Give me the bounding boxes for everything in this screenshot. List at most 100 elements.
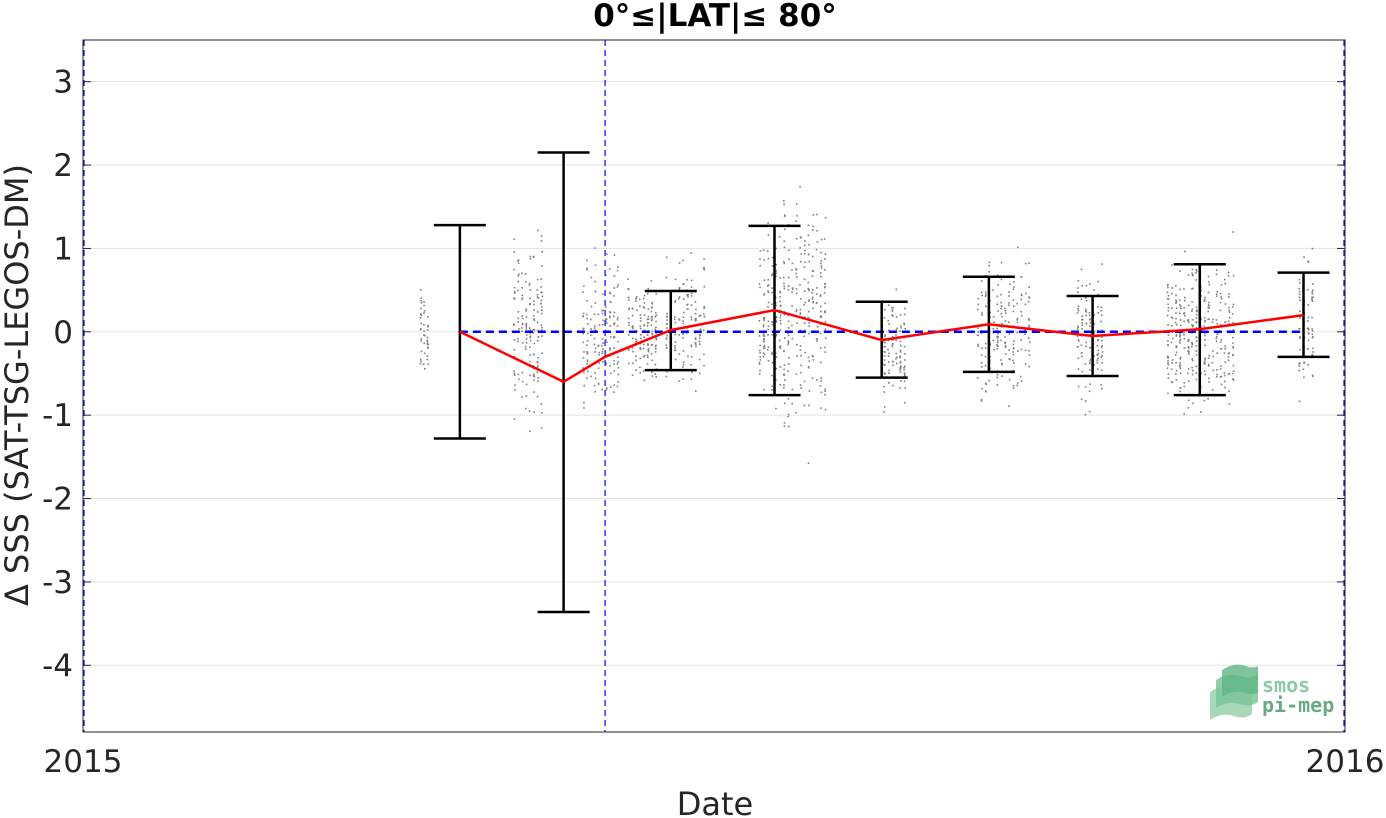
scatter-point <box>1207 318 1209 321</box>
scatter-point <box>609 347 611 349</box>
scatter-point <box>1191 272 1193 275</box>
scatter-point <box>1167 309 1170 312</box>
scatter-point <box>771 303 773 306</box>
scatter-point <box>702 329 705 331</box>
scatter-point <box>787 276 790 279</box>
scatter-point <box>1175 334 1178 336</box>
scatter-point <box>647 321 649 324</box>
scatter-point <box>996 384 999 386</box>
scatter-point <box>1203 325 1206 328</box>
scatter-point <box>674 299 677 302</box>
scatter-point <box>795 203 798 205</box>
scatter-point <box>695 338 697 341</box>
scatter-point <box>816 241 819 243</box>
scatter-point <box>1227 356 1230 358</box>
scatter-point <box>1020 276 1023 278</box>
scatter-point <box>791 324 793 327</box>
scatter-point <box>1100 306 1103 309</box>
scatter-point <box>812 301 814 303</box>
scatter-point <box>533 309 535 311</box>
scatter-point <box>682 283 685 285</box>
scatter-point <box>759 250 762 252</box>
scatter-point <box>1215 319 1218 321</box>
scatter-point <box>613 363 615 365</box>
scatter-point <box>521 327 523 329</box>
scatter-point <box>640 337 642 340</box>
grid-lines <box>83 81 1345 666</box>
scatter-point <box>1307 304 1309 306</box>
scatter-point <box>1231 313 1234 315</box>
scatter-point <box>514 389 516 391</box>
scatter-point <box>815 293 818 295</box>
scatter-point <box>824 253 827 255</box>
scatter-point <box>517 289 519 292</box>
scatter-point <box>594 290 597 293</box>
scatter-point <box>771 265 774 267</box>
scatter-point <box>981 294 983 297</box>
scatter-point <box>529 332 532 335</box>
scatter-point <box>1085 310 1087 312</box>
scatter-point <box>1027 318 1030 320</box>
scatter-point <box>678 288 681 290</box>
scatter-point <box>423 324 425 326</box>
scatter-point <box>783 228 786 230</box>
scatter-point <box>590 318 592 321</box>
scatter-point <box>536 329 539 332</box>
scatter-point <box>1013 340 1015 342</box>
scatter-point <box>1195 326 1198 329</box>
scatter-point <box>586 267 588 270</box>
scatter-point <box>586 259 588 262</box>
scatter-point <box>1232 274 1235 277</box>
scatter-point <box>1191 308 1194 311</box>
scatter-point <box>1077 280 1080 282</box>
scatter-point <box>808 243 810 246</box>
scatter-point <box>594 264 597 266</box>
scatter-point <box>1005 312 1007 314</box>
scatter-point <box>1208 318 1210 320</box>
scatter-point <box>1220 347 1223 350</box>
scatter-point <box>1077 328 1079 330</box>
scatter-point <box>602 348 604 350</box>
scatter-point <box>608 311 611 313</box>
scatter-point <box>758 361 761 364</box>
scatter-point <box>1203 399 1206 402</box>
scatter-point <box>808 332 810 335</box>
scatter-point <box>532 332 535 334</box>
scatter-point <box>791 291 793 293</box>
scatter-point <box>996 303 999 306</box>
scatter-point <box>423 301 425 303</box>
scatter-point <box>759 344 761 347</box>
scatter-point <box>586 269 588 271</box>
scatter-point <box>1228 306 1230 309</box>
scatter-point <box>1008 378 1011 381</box>
scatter-point <box>690 356 693 358</box>
scatter-point <box>517 317 520 320</box>
scatter-point <box>517 262 520 264</box>
scatter-point <box>1227 359 1230 362</box>
y-tick-label: 0 <box>53 315 73 351</box>
scatter-point <box>427 363 429 365</box>
scatter-point <box>650 316 653 319</box>
scatter-point <box>804 290 806 292</box>
scatter-point <box>1195 350 1198 352</box>
scatter-point <box>783 425 786 428</box>
scatter-point <box>1175 379 1178 381</box>
scatter-point <box>426 339 429 342</box>
scatter-point <box>1203 370 1206 372</box>
scatter-point <box>1231 372 1234 375</box>
scatter-point <box>682 298 685 300</box>
scatter-point <box>1167 286 1169 289</box>
scatter-point <box>635 369 637 371</box>
scatter-point <box>981 314 983 316</box>
scatter-point <box>1080 344 1083 346</box>
scatter-point <box>606 253 608 255</box>
scatter-point <box>1312 351 1314 353</box>
scatter-point <box>883 359 886 361</box>
scatter-point <box>800 387 802 389</box>
scatter-point <box>608 315 611 318</box>
scatter-point <box>698 358 701 361</box>
scatter-point <box>812 269 815 272</box>
scatter-point <box>586 300 588 302</box>
scatter-point <box>759 356 761 358</box>
scatter-point <box>888 323 890 325</box>
